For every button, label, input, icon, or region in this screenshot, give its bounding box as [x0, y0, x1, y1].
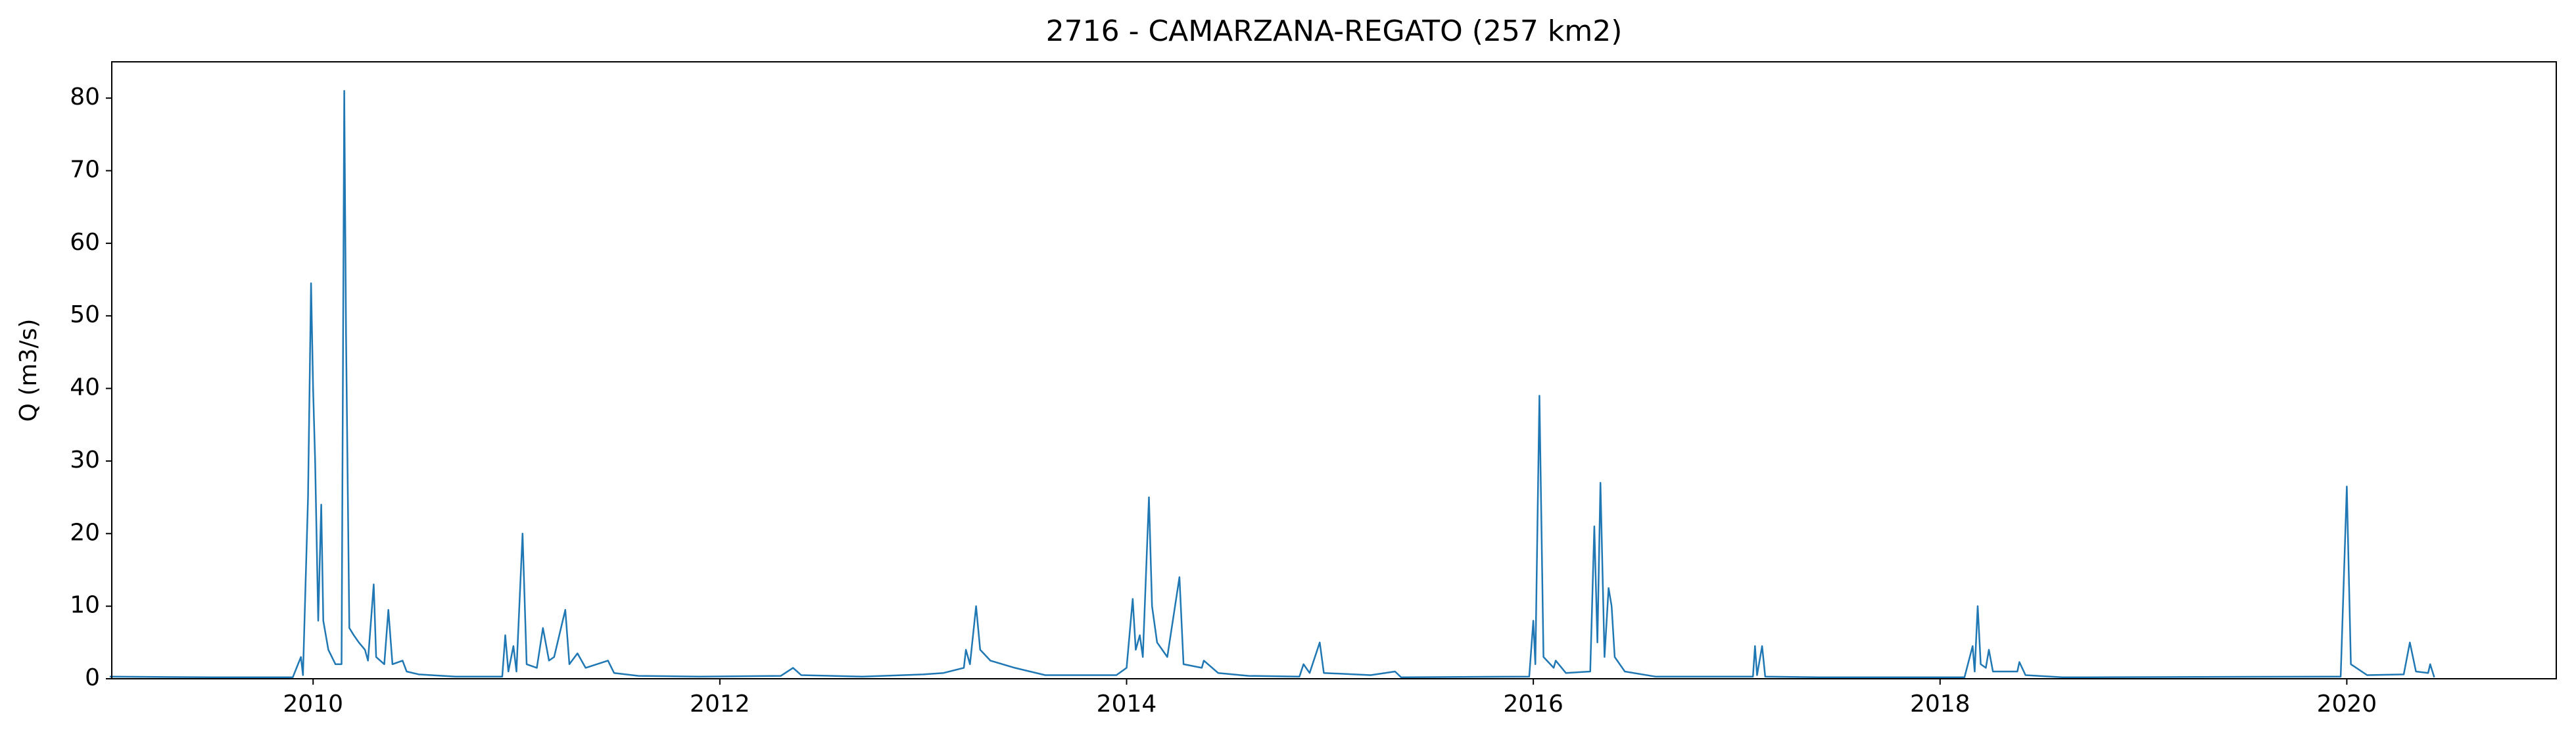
x-tick-label: 2018: [1910, 691, 1970, 718]
y-tick-label: 70: [70, 157, 100, 184]
x-tick-label: 2020: [2317, 691, 2377, 718]
y-tick-label: 80: [70, 84, 100, 110]
chart-title: 2716 - CAMARZANA-REGATO (257 km2): [1046, 14, 1623, 48]
y-tick-label: 60: [70, 229, 100, 256]
y-tick-label: 40: [70, 374, 100, 401]
line: [109, 89, 2435, 679]
x-tick-label: 2010: [283, 691, 343, 718]
x-tick-label: 2016: [1503, 691, 1563, 718]
y-tick-label: 20: [70, 519, 100, 546]
y-axis-label: Q (m3/s): [15, 319, 42, 422]
y-tick-label: 10: [70, 592, 100, 619]
y-tick-label: 0: [85, 664, 100, 691]
y-tick-label: 30: [70, 447, 100, 474]
plot-frame: [111, 61, 2557, 679]
y-tick-label: 50: [70, 301, 100, 328]
x-tick-label: 2012: [690, 691, 750, 718]
x-tick-label: 2014: [1097, 691, 1157, 718]
